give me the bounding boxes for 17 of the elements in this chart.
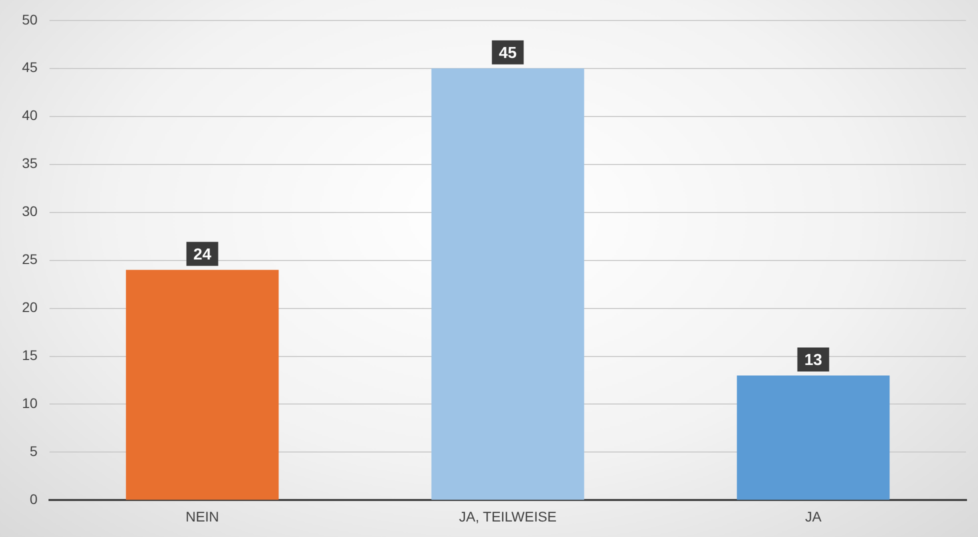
y-tick-label: 0 bbox=[30, 491, 38, 508]
y-tick-label: 30 bbox=[22, 203, 38, 220]
y-tick-label: 5 bbox=[30, 443, 38, 460]
y-tick-label: 40 bbox=[22, 107, 38, 124]
y-tick-label: 35 bbox=[22, 155, 38, 172]
y-tick-label: 15 bbox=[22, 347, 38, 364]
data-label: 45 bbox=[498, 44, 517, 62]
data-label: 13 bbox=[804, 352, 822, 369]
data-label: 24 bbox=[193, 246, 212, 264]
y-tick-label: 25 bbox=[22, 251, 38, 268]
x-tick-label: JA, TEILWEISE bbox=[459, 508, 557, 524]
y-tick-label: 50 bbox=[22, 11, 38, 28]
x-tick-label: JA bbox=[805, 508, 822, 524]
y-tick-label: 20 bbox=[22, 299, 38, 316]
y-tick-label: 45 bbox=[22, 59, 38, 76]
x-tick-label: NEIN bbox=[186, 508, 220, 524]
y-tick-label: 10 bbox=[22, 395, 38, 412]
